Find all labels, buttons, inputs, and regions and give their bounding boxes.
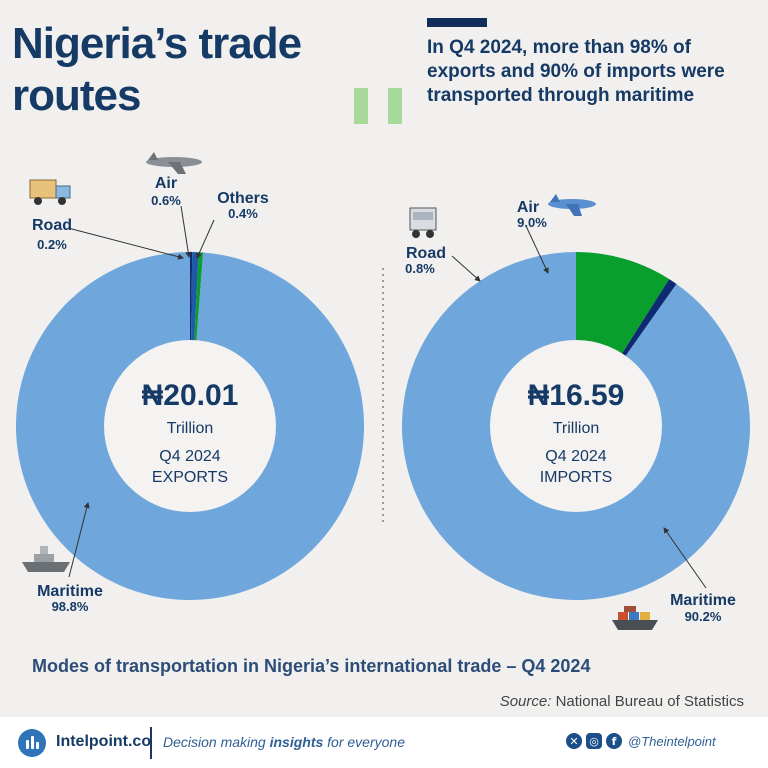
imports-period: Q4 2024	[545, 448, 606, 465]
tagline-after: for everyone	[327, 734, 405, 750]
exports-maritime-label: Maritime	[37, 583, 103, 600]
cargo-ship-icon	[612, 606, 658, 630]
subtitle: In Q4 2024, more than 98% of exports and…	[427, 37, 725, 106]
imports-total-unit: Trillion	[553, 420, 600, 437]
tagline: Decision making insights for everyone	[163, 734, 405, 750]
exports-road-label: Road	[32, 217, 72, 234]
quote-mark-left	[354, 88, 368, 124]
source-prefix: Source:	[499, 693, 552, 710]
page-title: Nigeria’s trade routes	[12, 19, 302, 120]
exports-air-value: 0.6%	[151, 193, 181, 208]
source-note: Source: National Bureau of Statistics	[500, 693, 744, 710]
truck-icon	[409, 207, 437, 238]
exports-air-label: Air	[155, 175, 177, 192]
accent-bar	[427, 18, 487, 27]
truck-icon	[29, 179, 71, 205]
brand-logo-icon[interactable]	[18, 729, 46, 757]
footer-divider	[150, 727, 152, 759]
exports-road-leader	[67, 227, 184, 260]
ship-icon	[22, 546, 70, 572]
footer: Intelpoint.co Decision making insights f…	[0, 717, 768, 768]
exports-donut-hole	[104, 340, 276, 512]
social-links: ✕ ◎ f @Theintelpoint	[566, 733, 716, 749]
imports-total-value: ₦16.59	[528, 379, 625, 412]
x-icon[interactable]: ✕	[566, 733, 582, 749]
tagline-before: Decision making	[163, 734, 266, 750]
exports-label: EXPORTS	[152, 469, 228, 486]
imports-road-leader	[451, 255, 481, 282]
instagram-icon[interactable]: ◎	[586, 733, 602, 749]
imports-air-label: Air	[517, 199, 539, 216]
exports-total-unit: Trillion	[167, 420, 214, 437]
charts-canvas: ₦20.01 Trillion Q4 2024 EXPORTS Road 0.2…	[15, 152, 751, 630]
exports-total-value: ₦20.01	[142, 379, 239, 412]
exports-air-leader	[180, 205, 192, 258]
brand-name[interactable]: Intelpoint.co	[56, 733, 152, 750]
exports-period: Q4 2024	[159, 448, 220, 465]
facebook-icon[interactable]: f	[606, 733, 622, 749]
airplane-icon	[548, 194, 596, 216]
airplane-icon	[146, 152, 202, 174]
exports-maritime-value: 98.8%	[52, 599, 89, 614]
exports-others-value: 0.4%	[228, 206, 258, 221]
exports-others-leader	[196, 219, 215, 259]
imports-label: IMPORTS	[540, 469, 613, 486]
imports-air-value: 9.0%	[517, 215, 547, 230]
imports-maritime-value: 90.2%	[685, 609, 722, 624]
chart-caption: Modes of transportation in Nigeria’s int…	[32, 656, 591, 676]
quote-mark-right	[388, 88, 402, 124]
imports-maritime-leader	[663, 527, 707, 589]
imports-road-label: Road	[406, 245, 446, 262]
exports-others-label: Others	[217, 190, 269, 207]
exports-road-value: 0.2%	[37, 237, 67, 252]
social-handle[interactable]: @Theintelpoint	[628, 733, 716, 749]
imports-maritime-label: Maritime	[670, 592, 736, 609]
tagline-bold: insights	[269, 734, 324, 750]
exports-maritime-leader	[68, 502, 90, 578]
source-text: National Bureau of Statistics	[555, 693, 744, 710]
imports-donut-hole	[490, 340, 662, 512]
imports-air-leader	[525, 225, 549, 274]
imports-road-value: 0.8%	[405, 261, 435, 276]
